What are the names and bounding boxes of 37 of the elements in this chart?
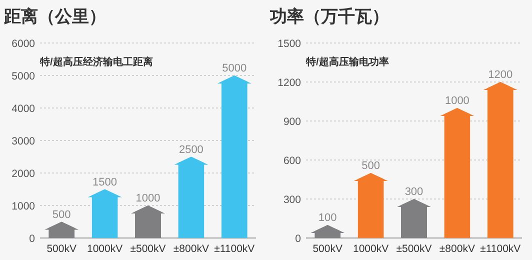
x-tick-label: 500kV	[312, 243, 342, 255]
x-tick-label: ±1100kV	[214, 243, 255, 255]
data-label: 1000	[444, 95, 470, 107]
x-tick-label: ±500kV	[396, 243, 432, 255]
y-tick-label: 6000	[12, 38, 36, 50]
x-tick-label: ±500kV	[130, 243, 166, 255]
data-label: 5000	[222, 62, 247, 74]
y-tick-label: 1200	[278, 77, 302, 89]
y-tick-label: 3000	[12, 136, 36, 148]
data-label: 100	[318, 212, 337, 224]
y-tick-label: 4000	[12, 103, 36, 115]
data-label: 1200	[488, 69, 513, 81]
chart-title: 功率（万千瓦）	[269, 7, 389, 26]
y-tick-label: 2000	[12, 168, 36, 180]
data-label: 1500	[92, 176, 118, 188]
x-tick-label: 500kV	[46, 243, 76, 255]
y-tick-label: 5000	[12, 70, 36, 82]
x-tick-label: 1000kV	[86, 243, 123, 255]
chart-title: 距离（公里）	[3, 7, 106, 26]
x-tick-label: ±1100kV	[480, 243, 521, 255]
data-label: 2500	[178, 144, 204, 156]
y-tick-label: 1000	[12, 200, 36, 212]
y-tick-label: 0	[29, 233, 36, 245]
y-tick-label: 1500	[278, 38, 302, 50]
data-label: 300	[404, 186, 424, 198]
data-label: 500	[362, 160, 380, 172]
text: 特/超高压输电功率	[305, 56, 389, 68]
data-label: 500	[52, 208, 71, 221]
x-tick-label: ±800kV	[173, 243, 209, 255]
y-tick-label: 600	[283, 155, 302, 167]
y-tick-label: 900	[283, 116, 302, 128]
y-tick-label: 0	[295, 233, 302, 245]
x-tick-label: 1000kV	[352, 243, 389, 255]
x-tick-label: ±800kV	[439, 243, 475, 255]
data-label: 1000	[136, 192, 160, 204]
y-tick-label: 300	[283, 194, 302, 206]
text: 特/超高压经济输电工距离	[39, 56, 153, 68]
